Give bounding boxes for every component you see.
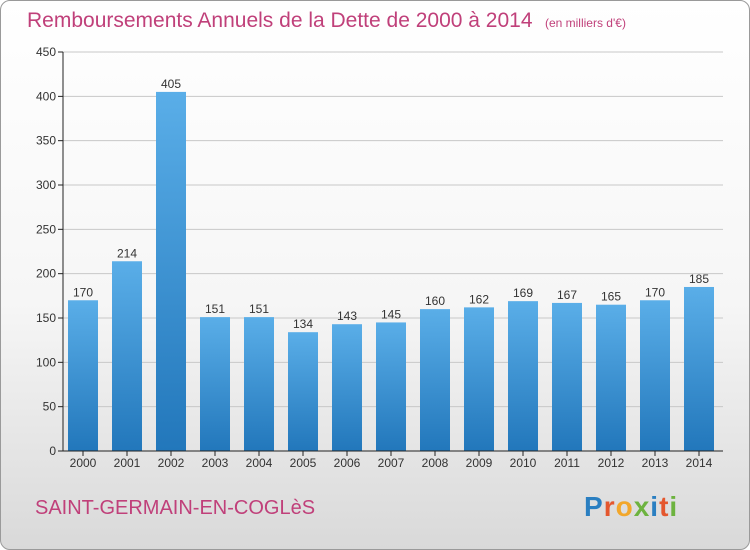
logo-letter: i [669,491,679,522]
bar [464,307,494,451]
logo-letter: P [584,491,604,522]
bar [68,300,98,451]
chart-subtitle: (en milliers d'€) [544,16,626,30]
bar [332,324,362,451]
data-label: 143 [337,309,357,323]
x-tick-label: 2005 [290,456,317,470]
x-tick-label: 2008 [422,456,449,470]
chart-title-block: Remboursements Annuels de la Dette de 20… [27,9,626,33]
data-label: 170 [73,285,93,299]
y-tick-label: 300 [36,178,56,192]
data-label: 214 [117,246,137,260]
data-label: 151 [249,302,269,316]
y-tick-label: 200 [36,267,56,281]
data-label: 160 [425,294,445,308]
logo-letter: r [603,491,616,522]
bar [376,322,406,451]
data-label: 169 [513,286,533,300]
x-tick-label: 2000 [70,456,97,470]
x-tick-label: 2012 [598,456,625,470]
bar [596,304,626,451]
axes: 0 50 100 150 200 250 300 350 400 450 2000 2001 2002 2… [36,45,723,470]
logo-letter: o [615,491,634,522]
commune-name: SAINT-GERMAIN-EN-COGLèS [35,497,316,519]
data-label: 167 [557,288,577,302]
chart-title: Remboursements Annuels de la Dette de 20… [27,9,533,32]
x-tick-label: 2004 [246,456,273,470]
data-label: 134 [293,317,313,331]
bar [552,302,582,451]
data-label: 405 [161,77,181,91]
data-label: 151 [205,302,225,316]
data-label: 162 [469,292,489,306]
data-label: 145 [381,307,401,321]
y-tick-label: 100 [36,355,56,369]
logo-letter: x [633,491,651,522]
x-tick-label: 2003 [202,456,229,470]
y-tick-label: 150 [36,311,56,325]
bar [112,261,142,451]
bar [156,91,186,452]
data-label: 165 [601,290,621,304]
bar [244,317,274,451]
bar [420,309,450,451]
y-tick-label: 250 [36,222,56,236]
x-tick-label: 2007 [378,456,405,470]
y-tick-label: 0 [49,444,56,458]
proxiti-logo: Proxiti [584,491,678,523]
x-tick-label: 2013 [642,456,669,470]
y-tick-label: 450 [36,45,56,59]
x-tick-label: 2001 [114,456,141,470]
logo-letter: i [650,491,660,522]
bar [640,300,670,451]
logo-letter: t [659,491,670,522]
bar [288,332,318,451]
x-tick-label: 2014 [686,456,713,470]
data-labels: 170 214 405 151 151 134 143 145 160 162 169 167 165 1… [73,77,709,331]
bars [68,91,714,452]
x-tick-label: 2011 [554,456,580,470]
data-label: 170 [645,285,665,299]
y-tick-label: 50 [43,400,57,414]
y-tick-label: 350 [36,134,56,148]
bar [508,301,538,451]
bar [200,317,230,451]
x-tick-label: 2002 [158,456,185,470]
x-tick-label: 2010 [510,456,537,470]
bar [684,286,714,451]
x-tick-label: 2009 [466,456,493,470]
x-tick-label: 2006 [334,456,361,470]
y-tick-label: 400 [36,89,56,103]
data-label: 185 [689,272,709,286]
